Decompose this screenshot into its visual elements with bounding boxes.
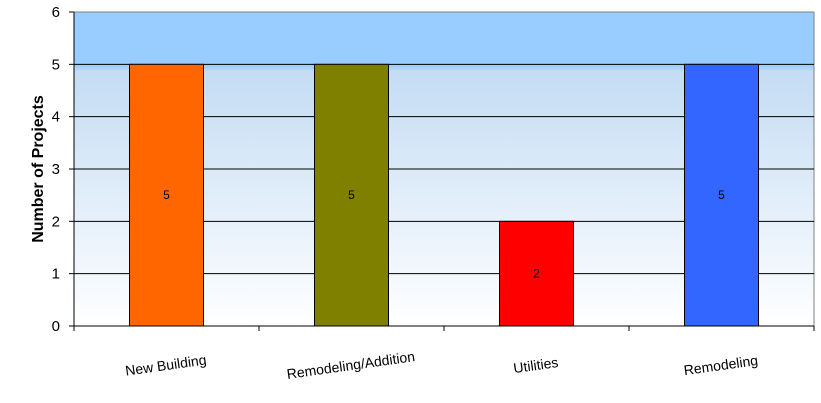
category-label: New Building (124, 351, 207, 378)
y-axis-ticks: 0 1 2 3 4 5 6 (52, 4, 74, 335)
data-label: 2 (533, 267, 540, 281)
y-tick-label: 2 (52, 213, 60, 230)
category-labels: New Building Remodeling/Addition Utilities… (124, 348, 759, 382)
data-label: 5 (348, 188, 355, 202)
y-tick-label: 6 (52, 4, 60, 21)
y-tick-label: 5 (52, 56, 60, 73)
y-axis-title: Number of Projects (30, 95, 47, 243)
bars (129, 63, 759, 327)
y-tick-label: 4 (52, 109, 60, 126)
category-label: Remodeling/Addition (286, 348, 416, 382)
data-label: 5 (718, 188, 725, 202)
category-label: Utilities (512, 354, 559, 376)
y-tick-label: 3 (52, 161, 60, 178)
y-tick-label: 1 (52, 266, 60, 283)
bar (684, 63, 759, 327)
data-labels: 5 5 2 5 (163, 188, 725, 280)
x-axis-ticks (73, 326, 815, 331)
data-label: 5 (163, 188, 170, 202)
y-tick-label: 0 (52, 318, 60, 335)
category-label: Remodeling (683, 352, 759, 378)
bar (314, 63, 389, 327)
bar (499, 220, 574, 327)
